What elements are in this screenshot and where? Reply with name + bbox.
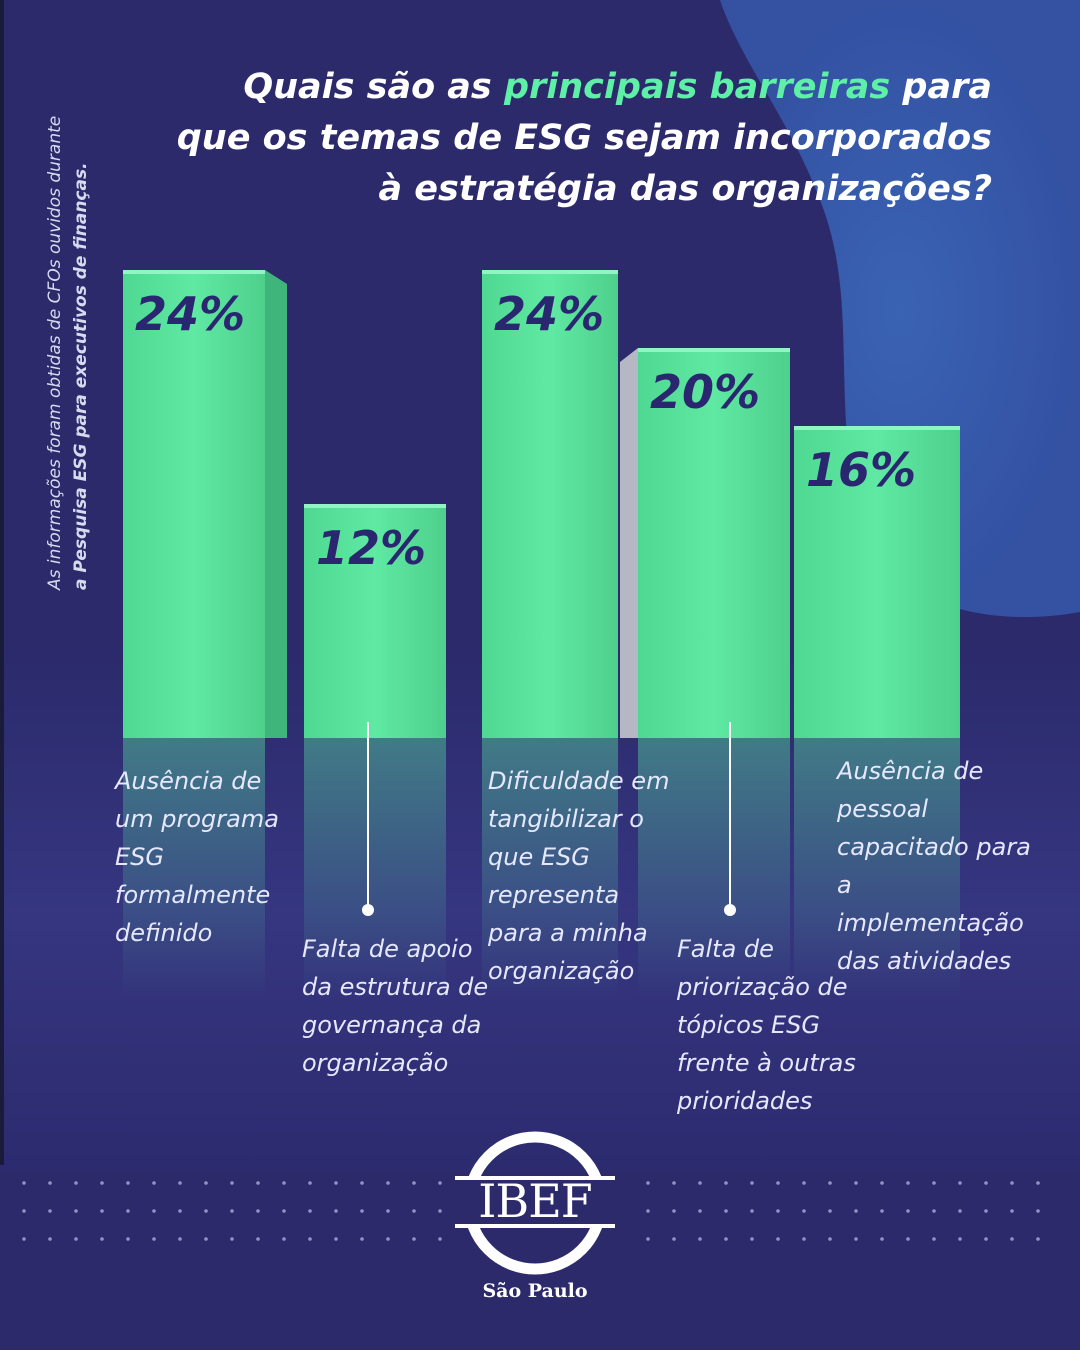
bar-top-3: [482, 270, 618, 274]
bar-reflection-4: [638, 738, 790, 998]
bar-1: [123, 270, 265, 738]
category-label-4: Falta de priorização de tópicos ESG fren…: [677, 935, 856, 1115]
bar-top-4: [638, 348, 790, 352]
category-label-5: Ausência de pessoal capacitado para a im…: [837, 757, 1031, 975]
bar-top-5: [794, 426, 960, 430]
connector-dot-1: [362, 904, 374, 916]
bar-side-4: [620, 348, 638, 738]
ibef-logo: [455, 1131, 615, 1275]
bar-2: [304, 504, 446, 738]
bar-top-2: [304, 504, 446, 508]
category-label-3: Dificuldade em tangibilizar o que ESG re…: [488, 767, 670, 985]
bar-reflection-5: [794, 738, 960, 998]
bar-reflection-3: [482, 738, 618, 998]
value-label-1: 24%: [135, 287, 245, 341]
bar-5: [794, 426, 960, 738]
logo-name: IBEF: [478, 1174, 592, 1228]
bar-reflection-1: [123, 738, 265, 998]
bar-top-1: [123, 270, 265, 274]
category-label-2: Falta de apoio da estrutura de governanç…: [302, 935, 489, 1077]
bar-3: [482, 270, 618, 738]
title-highlight: principais barreiras: [503, 67, 891, 107]
page-title: Quais são as principais barreiras para q…: [176, 67, 992, 209]
value-label-5: 16%: [806, 443, 916, 497]
value-label-3: 24%: [494, 287, 604, 341]
bar-side-1: [265, 270, 287, 738]
logo-subtitle: São Paulo: [482, 1280, 588, 1302]
bar-4: [638, 348, 790, 738]
value-label-2: 12%: [316, 521, 426, 575]
bar-reflection-2: [304, 738, 446, 998]
connector-dot-2: [724, 904, 736, 916]
value-label-4: 20%: [650, 365, 760, 419]
dot-pattern: [22, 1181, 1040, 1241]
category-label-1: Ausência de um programa ESG formalmente …: [115, 767, 279, 947]
